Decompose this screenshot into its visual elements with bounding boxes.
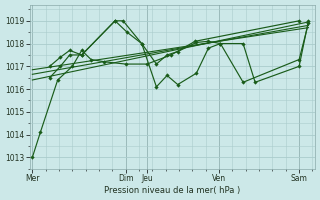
X-axis label: Pression niveau de la mer( hPa ): Pression niveau de la mer( hPa ): [104, 186, 241, 195]
